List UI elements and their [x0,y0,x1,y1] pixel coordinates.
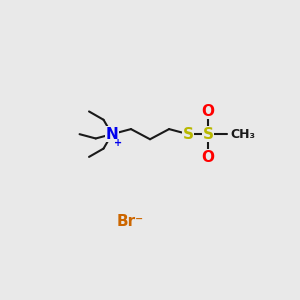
Text: O: O [201,150,214,165]
Text: S: S [183,127,194,142]
Text: +: + [114,138,122,148]
Text: O: O [201,103,214,118]
Text: N: N [106,127,118,142]
Text: CH₃: CH₃ [230,128,256,141]
Text: S: S [202,127,213,142]
Text: Br⁻: Br⁻ [117,214,144,230]
